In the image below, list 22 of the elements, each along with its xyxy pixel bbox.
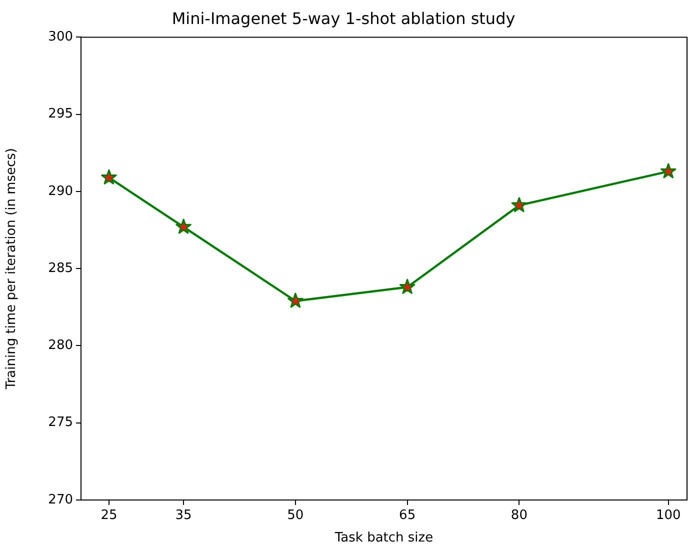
point [288, 292, 304, 308]
x-tick-label: 80 [510, 508, 528, 524]
x-tick-label: 50 [287, 508, 304, 524]
point [660, 163, 676, 178]
y-axis-title: Training time per iteration (in msecs) [4, 148, 20, 390]
point [176, 218, 192, 234]
y-tick-label: 300 [48, 30, 73, 45]
y-tick-label: 285 [48, 260, 73, 276]
point [399, 278, 416, 294]
x-tick-label: 65 [399, 508, 416, 524]
y-tick-label: 290 [48, 184, 73, 199]
y-tick-label: 275 [48, 415, 73, 430]
chart-title: Mini-Imagenet 5-way 1-shot ablation study [172, 8, 516, 28]
x-axis-title: Task batch size [334, 530, 434, 546]
x-tick-label: 35 [175, 508, 192, 524]
y-tick-label: 295 [48, 106, 73, 122]
x-tick-label: 25 [100, 508, 118, 524]
x-tick-label: 100 [656, 508, 681, 524]
y-tick-label: 280 [48, 338, 73, 354]
point [101, 169, 117, 184]
y-tick-label: 270 [48, 492, 73, 508]
point [511, 197, 528, 212]
